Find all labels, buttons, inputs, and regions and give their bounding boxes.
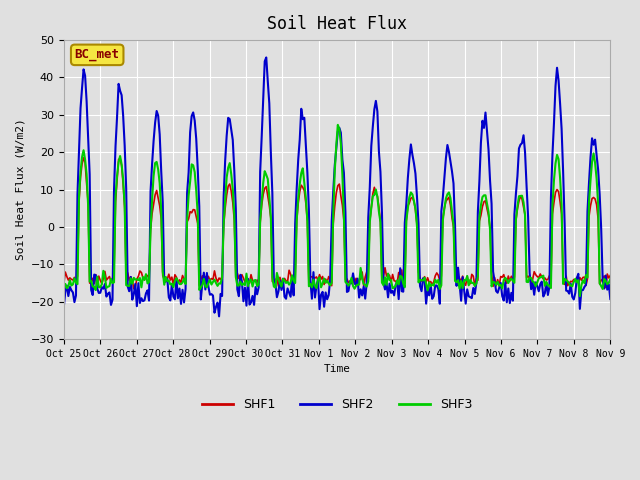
SHF1	[60, 282, 68, 288]
SHF1	[302, 201, 310, 206]
SHF3	[60, 286, 68, 291]
SHF3	[579, 277, 587, 283]
SHF2	[60, 304, 68, 310]
Line: SHF2: SHF2	[64, 58, 611, 316]
SHF3	[250, 277, 258, 283]
SHF1	[129, 277, 136, 283]
SHF1	[244, 278, 252, 284]
SHF3	[241, 282, 249, 288]
SHF2	[579, 287, 587, 293]
X-axis label: Time: Time	[324, 364, 351, 374]
Line: SHF3: SHF3	[64, 125, 611, 296]
SHF3	[607, 276, 614, 282]
SHF2	[262, 55, 270, 60]
Legend: SHF1, SHF2, SHF3: SHF1, SHF2, SHF3	[196, 394, 477, 416]
SHF3	[223, 174, 230, 180]
SHF2	[243, 303, 250, 309]
SHF3	[576, 293, 584, 299]
Title: Soil Heat Flux: Soil Heat Flux	[267, 15, 407, 33]
SHF1	[80, 155, 88, 161]
SHF3	[334, 122, 342, 128]
SHF2	[225, 115, 232, 121]
SHF1	[130, 286, 138, 292]
SHF3	[127, 276, 134, 281]
SHF2	[302, 142, 310, 148]
SHF2	[127, 274, 134, 280]
SHF1	[226, 181, 234, 187]
SHF3	[299, 166, 307, 171]
Text: BC_met: BC_met	[75, 48, 120, 61]
SHF1	[579, 275, 587, 280]
SHF2	[252, 284, 259, 290]
SHF1	[253, 277, 261, 283]
Y-axis label: Soil Heat Flux (W/m2): Soil Heat Flux (W/m2)	[15, 119, 25, 261]
Line: SHF1: SHF1	[64, 158, 611, 289]
SHF2	[215, 313, 223, 319]
SHF2	[607, 296, 614, 302]
SHF1	[607, 273, 614, 278]
